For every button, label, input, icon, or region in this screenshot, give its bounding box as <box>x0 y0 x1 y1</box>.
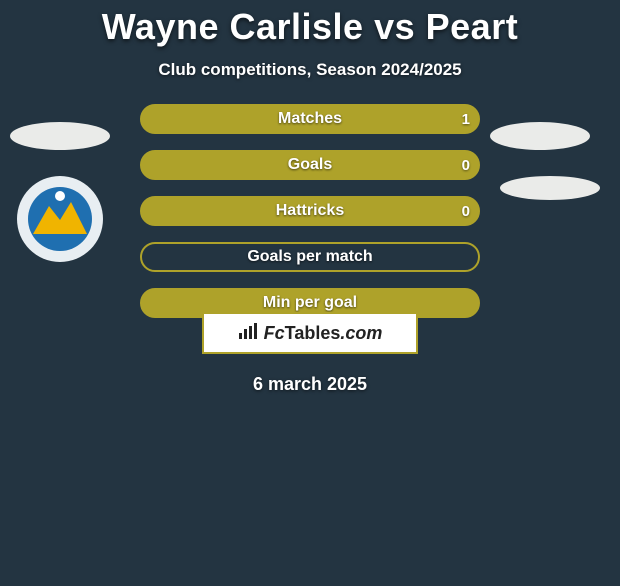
subtitle: Club competitions, Season 2024/2025 <box>0 60 620 80</box>
attribution-tables: Tables <box>285 323 341 343</box>
stat-bar-right-value: 1 <box>462 106 470 132</box>
attribution-box: FcTables.com <box>202 312 418 354</box>
stat-bar-label: Matches <box>278 110 342 128</box>
stat-bar-right-value: 0 <box>462 198 470 224</box>
stat-bar: Goals per match <box>140 242 480 272</box>
page-title: Wayne Carlisle vs Peart <box>0 6 620 48</box>
stat-bar-right-value: 0 <box>462 152 470 178</box>
stat-bar-label: Hattricks <box>276 202 344 220</box>
chart-bars-icon <box>238 322 260 345</box>
date-text: 6 march 2025 <box>0 374 620 395</box>
flank-ellipse-right-1 <box>490 122 590 150</box>
title-player1: Wayne Carlisle <box>102 6 364 47</box>
flank-ellipse-right-2 <box>500 176 600 200</box>
stat-bar-label: Min per goal <box>263 294 357 312</box>
attribution-text: FcTables.com <box>264 323 383 344</box>
club-crest <box>15 174 105 264</box>
club-crest-svg <box>15 174 105 264</box>
attribution-fc: Fc <box>264 323 285 343</box>
stat-bars: Matches 1 Goals 0 Hattricks 0 Goals per match M… <box>140 104 480 334</box>
stat-bar: Matches 1 <box>140 104 480 134</box>
attribution-suffix: .com <box>340 323 382 343</box>
stat-bar: Hattricks 0 <box>140 196 480 226</box>
flank-ellipse-left <box>10 122 110 150</box>
stat-bar-label: Goals per match <box>247 248 372 266</box>
stat-bar-label: Goals <box>288 156 332 174</box>
title-player2: Peart <box>426 6 519 47</box>
title-vs: vs <box>374 6 415 47</box>
stat-bar: Goals 0 <box>140 150 480 180</box>
